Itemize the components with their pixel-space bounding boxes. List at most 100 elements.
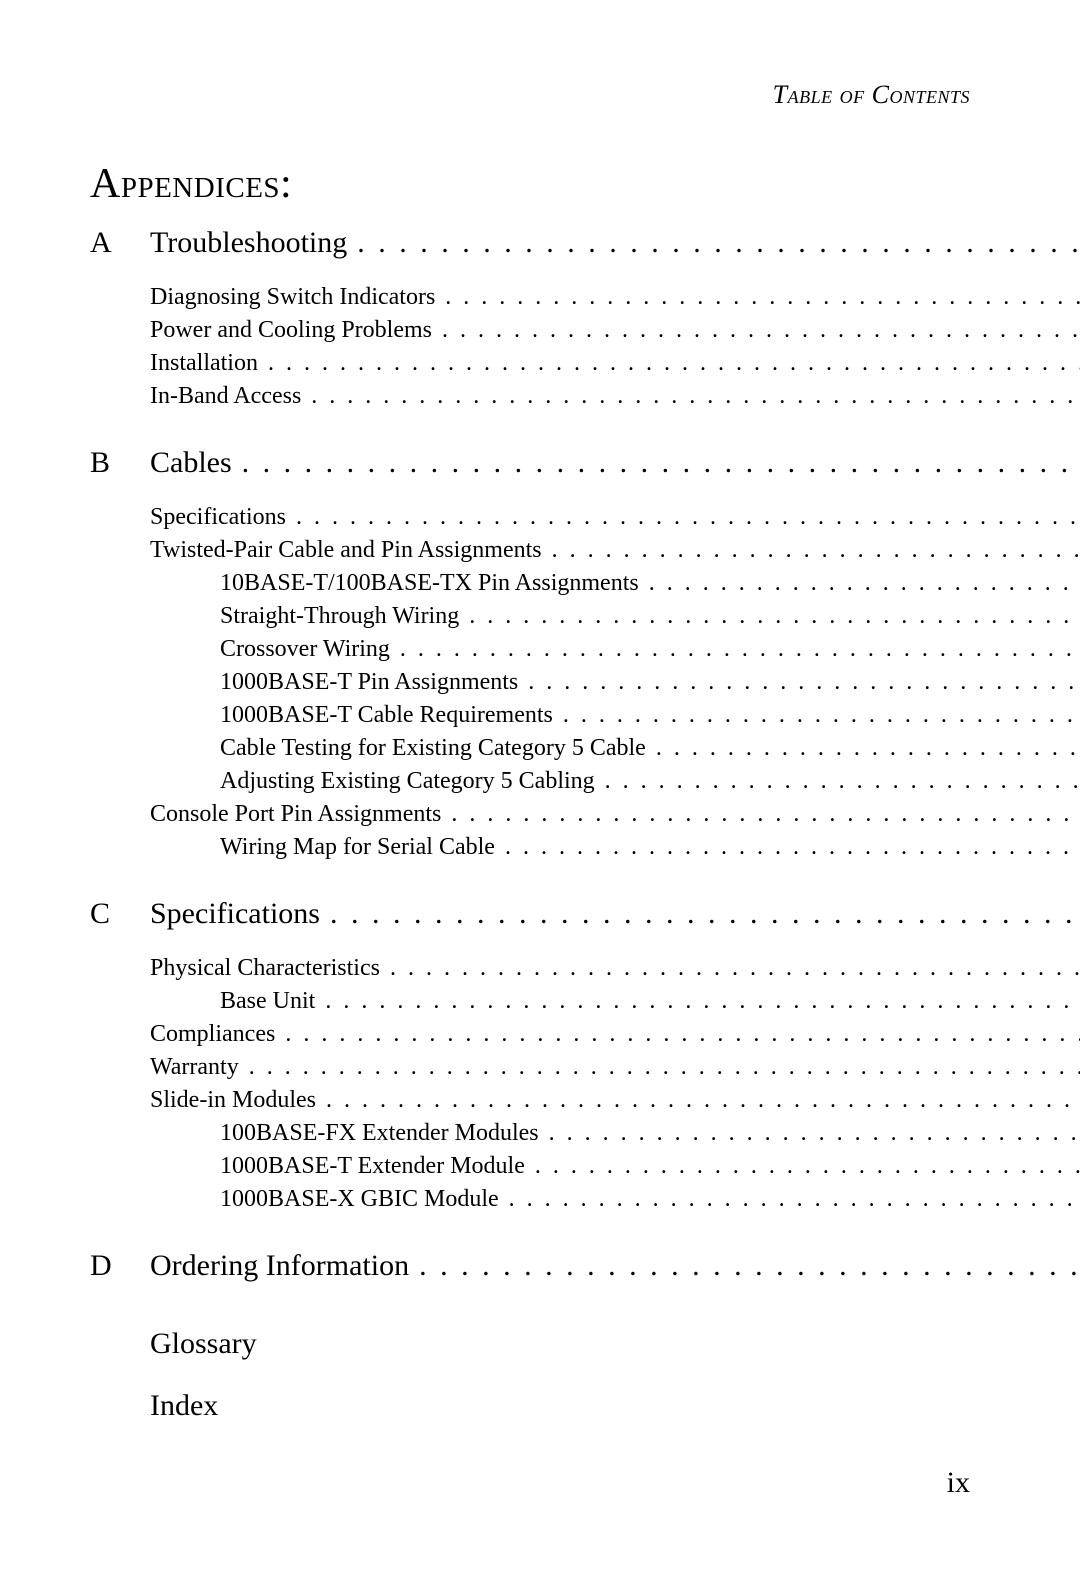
toc-label: Crossover Wiring [220, 636, 390, 663]
toc-leader-dots [447, 801, 1080, 828]
toc-chapter-row: ATroubleshootingA-1 [90, 226, 970, 274]
toc-entry: Cable Testing for Existing Category 5 Ca… [150, 735, 1080, 762]
toc-leader-dots [548, 537, 1080, 564]
toc-label: Base Unit [220, 988, 315, 1015]
toc-entry: 1000BASE-T Pin AssignmentsB-5 [150, 669, 1080, 696]
toc-entry: Physical CharacteristicsC-1 [150, 955, 1080, 982]
toc-leader-dots [238, 446, 1080, 480]
toc-entry: Diagnosing Switch IndicatorsA-1 [150, 284, 1080, 311]
toc-section: BCablesB-1 SpecificationsB-1Twisted-Pair … [90, 446, 970, 867]
toc-section-content: SpecificationsC-1 [150, 897, 1080, 945]
toc-leader-dots [281, 1021, 1080, 1048]
toc-label: 1000BASE-T Cable Requirements [220, 702, 553, 729]
toc-entry: WarrantyC-3 [150, 1054, 1080, 1081]
toc-entry: SpecificationsB-1 [150, 504, 1080, 531]
toc-label: Wiring Map for Serial Cable [220, 834, 495, 861]
appendices-heading: Appendices: [90, 160, 970, 208]
toc-leader-dots [545, 1120, 1080, 1147]
toc-entry: Console Port Pin AssignmentsB-7 [150, 801, 1080, 828]
toc-entries: SpecificationsB-1 Twisted-Pair Cable and … [150, 504, 1080, 867]
toc-leader-dots [441, 284, 1080, 311]
toc-chapter-row: BCablesB-1 [90, 446, 970, 494]
toc-leader-dots [531, 1153, 1080, 1180]
toc-label: 100BASE-FX Extender Modules [220, 1120, 539, 1147]
toc-label: Console Port Pin Assignments [150, 801, 441, 828]
toc-entries-row: SpecificationsB-1Twisted-Pair Cable and … [90, 504, 970, 867]
toc-entries-row: Physical CharacteristicsC-1Base UnitC-1C… [90, 955, 970, 1219]
appendix-letter: A [90, 226, 150, 260]
toc-leader-dots [292, 504, 1080, 531]
toc-entry: SpecificationsC-1 [150, 897, 1080, 931]
toc-entry: 1000BASE-X GBIC ModuleC-5 [150, 1186, 1080, 1213]
toc-leader-dots [652, 735, 1080, 762]
toc-label: 1000BASE-T Pin Assignments [220, 669, 518, 696]
toc-entry: CompliancesC-2 [150, 1021, 1080, 1048]
toc-label: Cable Testing for Existing Category 5 Ca… [220, 735, 646, 762]
toc-leader-dots [505, 1186, 1080, 1213]
toc-entry: Base UnitC-1 [150, 988, 1080, 1015]
toc-entry: TroubleshootingA-1 [150, 226, 1080, 260]
running-head: Table of Contents [90, 80, 970, 110]
toc-label: Specifications [150, 897, 320, 931]
toc-leader-dots [601, 768, 1080, 795]
toc-entry: 100BASE-FX Extender ModulesC-3 [150, 1120, 1080, 1147]
toc-label: Twisted-Pair Cable and Pin Assignments [150, 537, 542, 564]
toc-leader-dots [353, 226, 1080, 260]
toc-entry: InstallationA-2 [150, 350, 1080, 377]
toc-entry: CablesB-1 [150, 446, 1080, 480]
toc-entry: Adjusting Existing Category 5 CablingB-6 [150, 768, 1080, 795]
toc-label: Adjusting Existing Category 5 Cabling [220, 768, 595, 795]
toc-label: Installation [150, 350, 258, 377]
toc-label: Diagnosing Switch Indicators [150, 284, 435, 311]
toc-entry: Wiring Map for Serial CableB-7 [150, 834, 1080, 861]
toc-entry: In-Band AccessA-2 [150, 383, 1080, 410]
toc-entry: Straight-Through WiringB-4 [150, 603, 1080, 630]
toc-label: Slide-in Modules [150, 1087, 316, 1114]
toc-plain-heading: Glossary [150, 1327, 970, 1361]
toc-entries: Diagnosing Switch IndicatorsA-1 Power and… [150, 284, 1080, 416]
toc-leader-dots [322, 1087, 1080, 1114]
toc-label: Straight-Through Wiring [220, 603, 459, 630]
toc-leader-dots [438, 317, 1080, 344]
toc-label: Compliances [150, 1021, 275, 1048]
toc-leader-dots [326, 897, 1080, 931]
appendix-letter: C [90, 897, 150, 931]
toc-leader-dots [559, 702, 1080, 729]
toc-label: 1000BASE-X GBIC Module [220, 1186, 499, 1213]
toc-leader-dots [386, 955, 1080, 982]
toc-chapter-row: DOrdering InformationD-1 [90, 1249, 970, 1297]
toc-leader-dots [307, 383, 1080, 410]
toc-label: Physical Characteristics [150, 955, 380, 982]
toc-entry: 1000BASE-T Extender ModuleC-4 [150, 1153, 1080, 1180]
toc-leader-dots [645, 570, 1080, 597]
toc-section: ATroubleshootingA-1 Diagnosing Switch Ind… [90, 226, 970, 416]
toc-entry: 1000BASE-T Cable RequirementsB-6 [150, 702, 1080, 729]
toc-label: In-Band Access [150, 383, 301, 410]
toc-plain-heading: Index [150, 1389, 970, 1423]
toc-chapter-row: CSpecificationsC-1 [90, 897, 970, 945]
toc-entries: Physical CharacteristicsC-1 Base UnitC-1 C… [150, 955, 1080, 1219]
appendix-letter: B [90, 446, 150, 480]
toc-leader-dots [524, 669, 1080, 696]
toc-entry: Twisted-Pair Cable and Pin AssignmentsB-… [150, 537, 1080, 564]
toc-leader-dots [465, 603, 1080, 630]
toc-section-content: Ordering InformationD-1 [150, 1249, 1080, 1297]
toc-label: Cables [150, 446, 232, 480]
toc-label: 10BASE-T/100BASE-TX Pin Assignments [220, 570, 639, 597]
toc-section-content: TroubleshootingA-1 [150, 226, 1080, 274]
toc-entry: Crossover WiringB-4 [150, 636, 1080, 663]
toc-leader-dots [415, 1249, 1080, 1283]
toc-section: CSpecificationsC-1 Physical Characteristi… [90, 897, 970, 1219]
toc-label: Troubleshooting [150, 226, 347, 260]
toc-label: 1000BASE-T Extender Module [220, 1153, 525, 1180]
toc-label: Power and Cooling Problems [150, 317, 432, 344]
toc-entry: Power and Cooling ProblemsA-2 [150, 317, 1080, 344]
toc-entry: Slide-in ModulesC-3 [150, 1087, 1080, 1114]
toc-leader-dots [245, 1054, 1080, 1081]
toc-entry: 10BASE-T/100BASE-TX Pin AssignmentsB-2 [150, 570, 1080, 597]
toc-leader-dots [321, 988, 1080, 1015]
toc-leader-dots [501, 834, 1080, 861]
toc-section: DOrdering InformationD-1 [90, 1249, 970, 1297]
toc-entries-row: Diagnosing Switch IndicatorsA-1Power and… [90, 284, 970, 416]
toc-section-content: CablesB-1 [150, 446, 1080, 494]
